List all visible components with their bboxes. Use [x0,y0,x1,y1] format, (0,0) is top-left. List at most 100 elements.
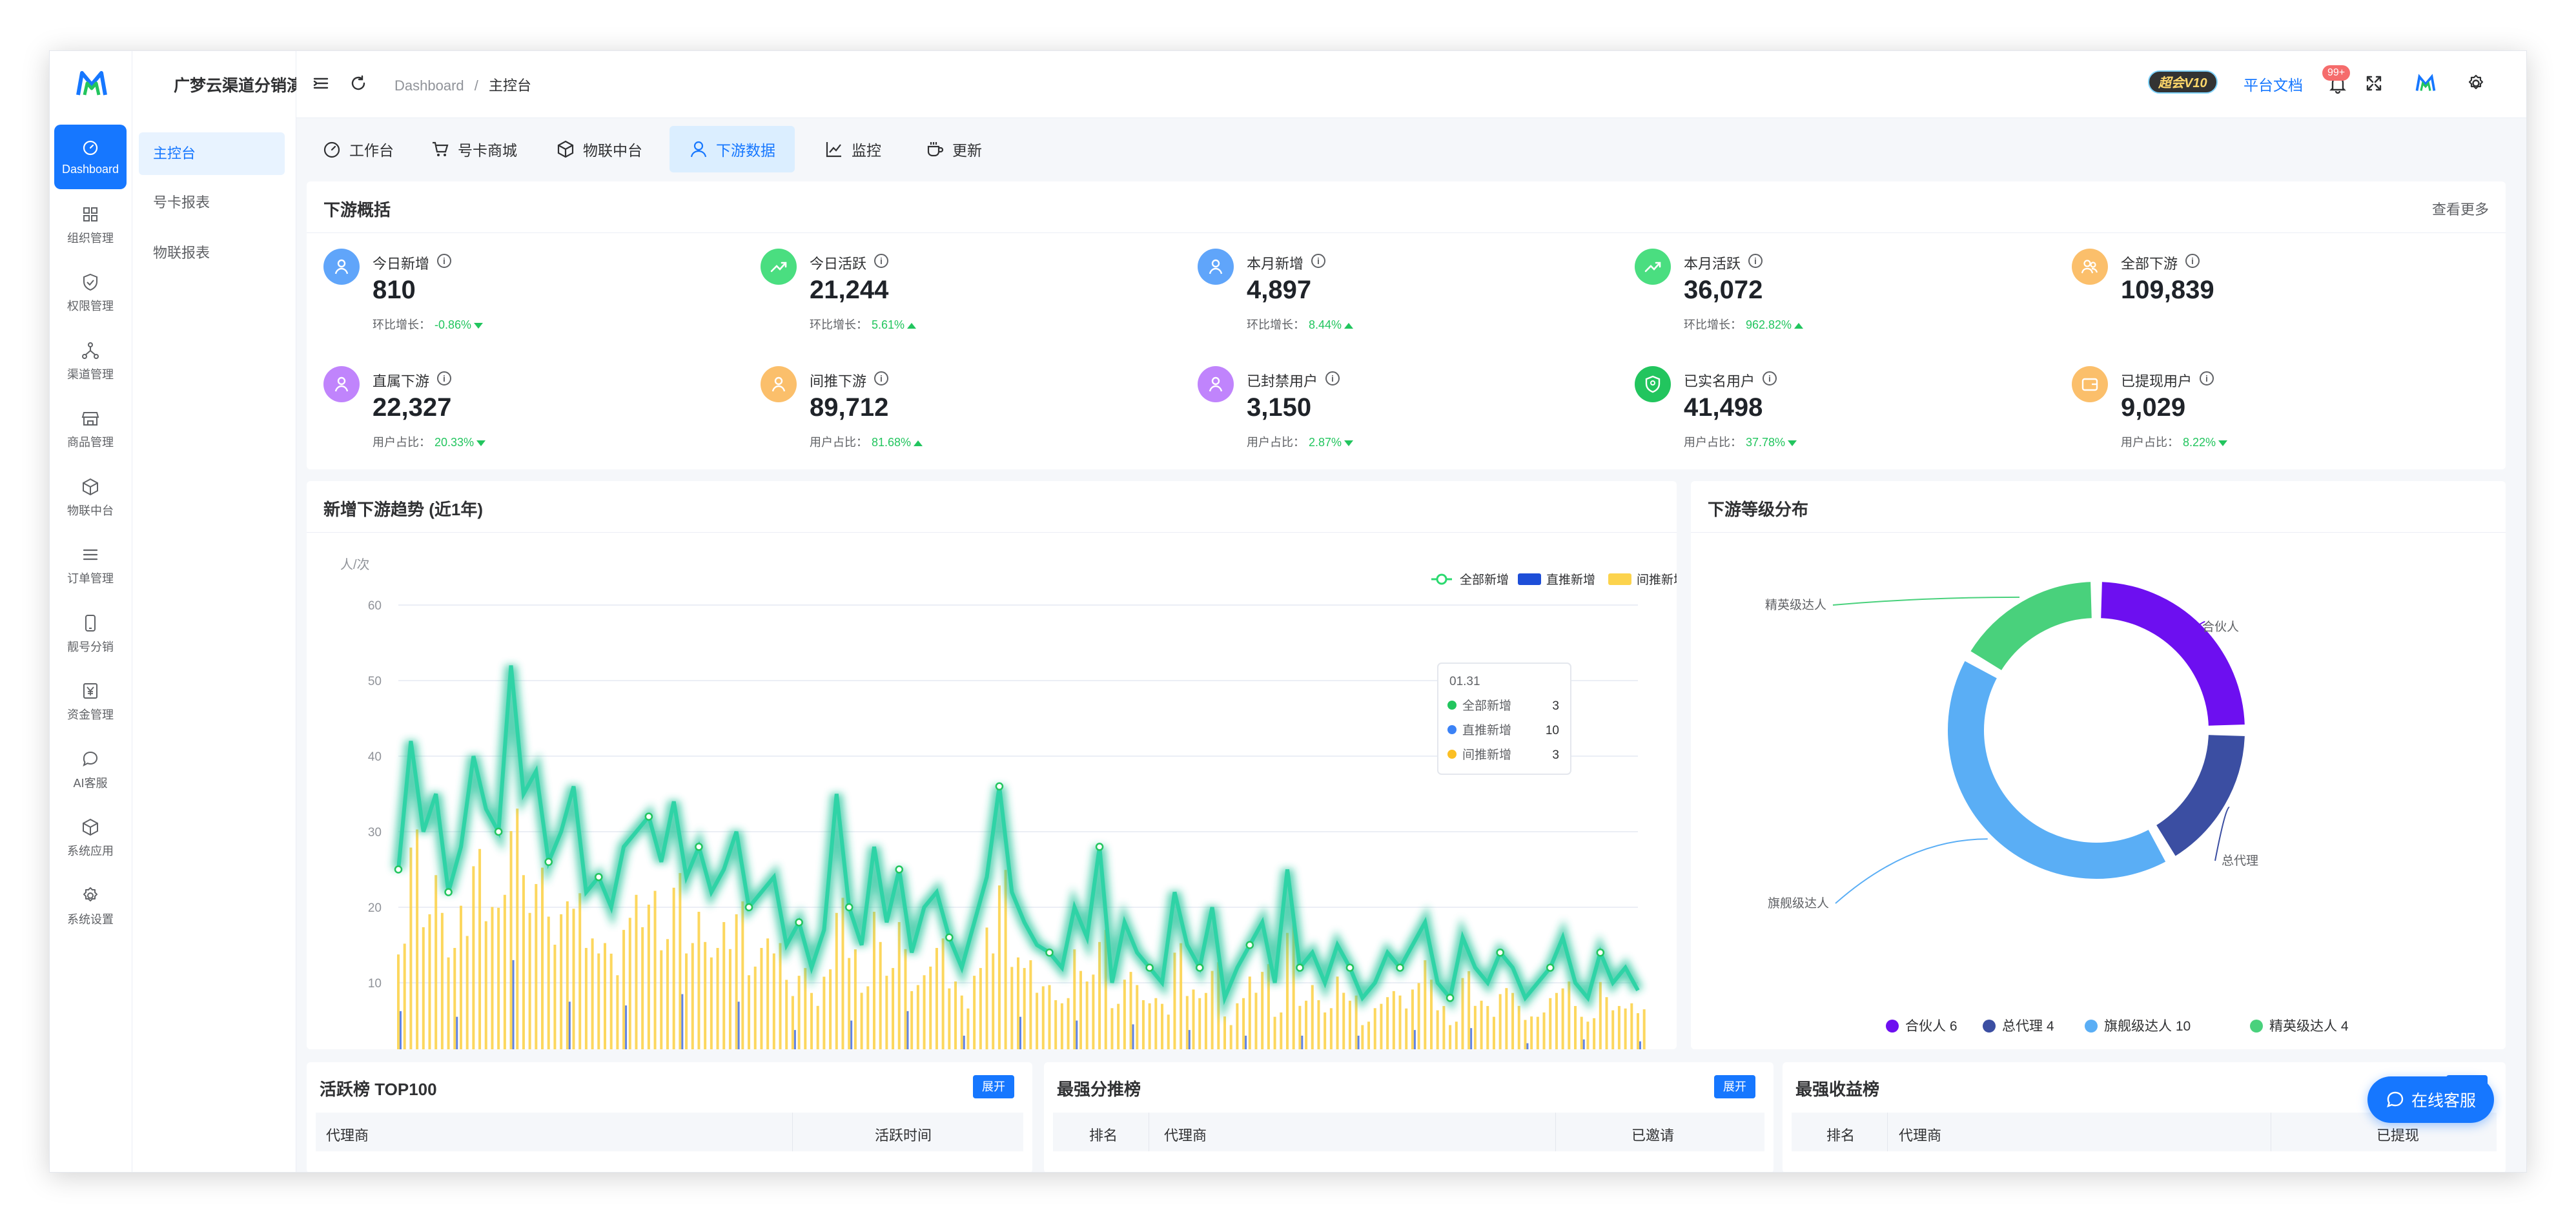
breadcrumb-root[interactable]: Dashboard [394,77,464,94]
tab-card-mall[interactable]: 号卡商城 [411,126,537,172]
series-total-point[interactable] [995,782,1004,791]
legend-item[interactable]: 旗舰级达人 10 [2085,1019,2191,1034]
series-total-point[interactable] [695,843,703,851]
col-agent[interactable]: 代理商 [326,1127,369,1144]
tab-workbench[interactable]: 工作台 [303,126,413,172]
rail-item-5[interactable]: 物联中台 [54,466,127,530]
donut-slice[interactable] [1967,579,2094,673]
series-total-point[interactable] [1195,963,1204,972]
view-more-link[interactable]: 查看更多 [2431,201,2489,218]
rail-item-2[interactable]: 权限管理 [54,261,127,325]
fullscreen-icon[interactable] [2364,73,2384,94]
trend-chart[interactable]: 人/次010203040506003.0403.1703.3004.1204.2… [307,533,1677,1049]
donut-slice[interactable] [2098,579,2247,728]
series-total-point[interactable] [394,865,403,874]
rail-item-11[interactable]: 系统设置 [54,874,127,939]
col-invited[interactable]: 已邀请 [1631,1127,1675,1144]
expand-button[interactable]: 展开 [973,1075,1014,1098]
legend-item[interactable]: 直推新增 [1518,573,1595,587]
col-rank[interactable]: 排名 [1089,1127,1118,1144]
legend-item[interactable]: 总代理 4 [1983,1019,2054,1034]
series-total-point[interactable] [544,858,553,867]
series-total-point[interactable] [1596,948,1605,957]
submenu-item-card-report[interactable]: 号卡报表 [153,194,210,211]
info-icon[interactable]: i [1748,254,1763,268]
rail-item-1[interactable]: 组织管理 [54,193,127,258]
info-icon[interactable]: i [437,254,451,268]
online-support-button[interactable]: 在线客服 [2367,1076,2494,1123]
rail-item-7[interactable]: 靓号分销 [54,602,127,666]
series-total-point[interactable] [494,827,503,836]
series-total-point[interactable] [1145,963,1154,972]
series-total-point[interactable] [1496,948,1504,957]
col-rank[interactable]: 排名 [1826,1127,1855,1144]
rail-item-10[interactable]: 系统应用 [54,806,127,870]
submenu-item-dashboard[interactable]: 主控台 [139,132,285,175]
series-total-point[interactable] [945,933,954,942]
legend-item[interactable]: 全部新增 [1431,573,1509,587]
series-total-point[interactable] [1546,963,1555,972]
col-agent[interactable]: 代理商 [1899,1127,1942,1144]
series-total-point[interactable] [1045,948,1054,957]
settings-gear-icon[interactable] [2466,73,2486,94]
info-icon[interactable]: i [437,371,451,385]
expand-button[interactable]: 展开 [1714,1075,1755,1098]
legend-item[interactable]: 间推新增 [1608,573,1677,587]
rail-item-0[interactable]: Dashboard [54,125,127,189]
series-total-point[interactable] [1446,994,1455,1002]
series-total-point[interactable] [1245,941,1254,949]
rail-item-3[interactable]: 渠道管理 [54,329,127,394]
info-icon[interactable]: i [2185,254,2200,268]
tab-iot[interactable]: 物联中台 [537,126,662,172]
bar-direct [1188,1030,1191,1049]
info-icon[interactable]: i [874,371,888,385]
vip-badge[interactable]: 超会V10 [2148,70,2218,94]
info-icon[interactable]: i [1311,254,1325,268]
series-total-point[interactable] [844,903,854,912]
bar-indirect [1486,1005,1489,1049]
submenu-item-iot-report[interactable]: 物联报表 [153,245,210,261]
tooltip-date: 01.31 [1449,675,1480,688]
rail-item-9[interactable]: AI客服 [54,738,127,803]
bar-indirect [748,975,751,1049]
bar-indirect [1217,962,1220,1049]
rail-item-8[interactable]: 资金管理 [54,670,127,734]
series-total-point[interactable] [595,872,603,881]
stat-5: 直属下游 i 22,327 用户占比： 20.33% [323,366,737,463]
collapse-menu-icon[interactable] [311,73,331,94]
tab-downstream-data[interactable]: 下游数据 [670,126,795,172]
info-icon[interactable]: i [874,254,888,268]
col-withdrawn[interactable]: 已提现 [2377,1127,2420,1144]
series-total-point[interactable] [1095,843,1104,851]
col-agent[interactable]: 代理商 [1164,1127,1207,1144]
bar-indirect [1129,972,1132,1049]
series-total-point[interactable] [444,888,453,896]
user-avatar-logo[interactable] [2415,73,2436,94]
info-icon[interactable]: i [1325,371,1340,385]
bar-indirect [440,912,444,1049]
col-active-time[interactable]: 活跃时间 [875,1127,932,1144]
docs-link[interactable]: 平台文档 [2244,77,2303,94]
info-icon[interactable]: i [1763,371,1777,385]
tab-monitor[interactable]: 监控 [805,126,901,172]
series-total-point[interactable] [644,812,653,821]
rail-item-4[interactable]: 商品管理 [54,397,127,462]
stat-icon-circle [1198,249,1234,285]
donut-slice[interactable] [2153,732,2247,859]
donut-slice[interactable] [1945,658,2169,881]
bar-indirect [966,1008,970,1049]
series-total-point[interactable] [1345,963,1354,972]
legend-item[interactable]: 合伙人 6 [1886,1019,1958,1034]
series-total-point[interactable] [795,918,803,927]
rail-item-6[interactable]: 订单管理 [54,533,127,598]
info-icon[interactable]: i [2200,371,2214,385]
refresh-icon[interactable] [348,73,369,94]
series-total-point[interactable] [1396,963,1404,972]
tab-update[interactable]: 更新 [906,126,1001,172]
bar-indirect [1624,1008,1627,1049]
series-total-point[interactable] [1296,963,1304,972]
series-total-point[interactable] [895,865,904,874]
series-total-point[interactable] [744,903,753,912]
legend-item[interactable]: 精英级达人 4 [2250,1019,2349,1034]
